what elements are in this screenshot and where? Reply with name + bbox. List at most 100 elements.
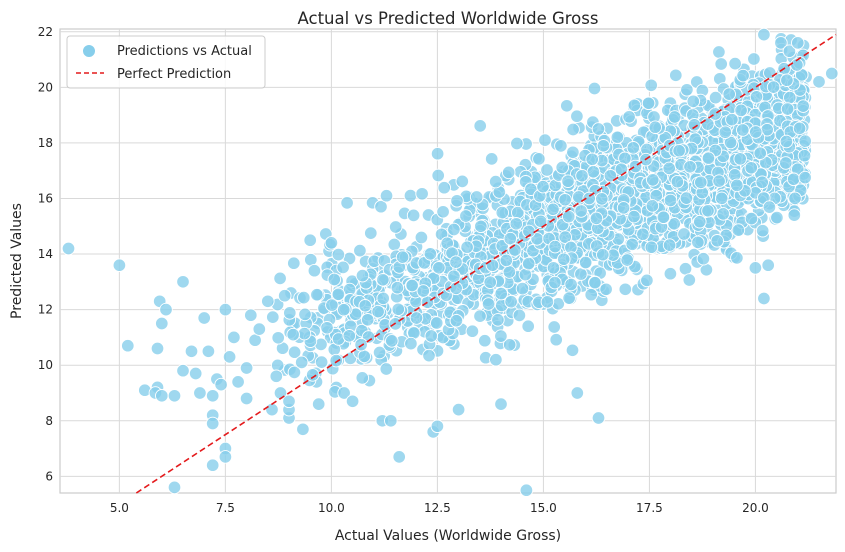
data-point	[691, 235, 705, 250]
data-point	[554, 139, 568, 153]
data-point	[450, 194, 464, 208]
data-point	[310, 287, 324, 302]
data-point	[112, 258, 127, 272]
data-point	[404, 336, 418, 351]
data-point	[678, 261, 693, 276]
data-point	[610, 130, 625, 145]
x-tick-label: 7.5	[216, 501, 235, 515]
legend-label-scatter: Predictions vs Actual	[117, 44, 252, 59]
y-tick-label: 18	[38, 136, 53, 150]
data-point	[432, 261, 446, 275]
data-point	[714, 191, 729, 206]
data-point	[627, 98, 642, 113]
x-tick-label: 17.5	[636, 501, 663, 515]
x-axis-label: Actual Values (Worldwide Gross)	[335, 528, 561, 544]
data-point	[546, 261, 561, 275]
data-point	[718, 125, 733, 139]
data-point	[686, 94, 701, 109]
legend-label-line: Perfect Prediction	[117, 67, 231, 82]
data-point	[503, 231, 518, 246]
data-point	[540, 163, 554, 177]
data-point	[379, 362, 394, 376]
data-point	[546, 202, 560, 217]
data-points	[61, 27, 839, 497]
data-point	[447, 222, 461, 237]
data-point	[307, 263, 322, 278]
data-point	[465, 324, 480, 338]
data-point	[167, 480, 182, 495]
data-point	[663, 193, 678, 208]
data-point	[176, 275, 190, 289]
data-point	[429, 316, 444, 330]
data-point	[588, 275, 602, 290]
data-point	[150, 341, 165, 356]
perfect-prediction-line	[135, 33, 837, 494]
data-point	[388, 220, 403, 234]
data-point	[218, 302, 233, 317]
data-point	[549, 332, 563, 347]
data-point	[791, 36, 805, 50]
data-point	[414, 230, 429, 245]
data-point	[502, 338, 517, 352]
data-point	[231, 375, 245, 389]
data-point	[725, 112, 739, 127]
data-point	[469, 190, 484, 204]
data-point	[345, 394, 360, 409]
perfect-prediction-line	[135, 33, 837, 494]
data-point	[532, 152, 546, 166]
data-point	[682, 273, 697, 287]
y-tick-label: 20	[38, 80, 53, 94]
data-point	[481, 297, 496, 311]
data-point	[509, 217, 524, 231]
data-point	[353, 243, 367, 258]
data-point	[415, 187, 429, 201]
data-point	[197, 311, 211, 325]
data-point	[176, 363, 190, 378]
data-point	[747, 52, 761, 66]
data-point	[494, 286, 508, 301]
y-tick-label: 6	[45, 469, 53, 483]
data-point	[625, 237, 639, 252]
data-point	[560, 99, 574, 113]
data-point	[780, 73, 794, 87]
data-point	[591, 411, 606, 425]
data-point	[488, 174, 503, 189]
data-point	[287, 365, 302, 380]
data-point	[603, 169, 618, 183]
data-point	[562, 291, 576, 305]
data-point	[797, 148, 812, 163]
data-point	[324, 236, 339, 250]
data-point	[744, 161, 759, 175]
data-point	[753, 146, 767, 160]
data-point	[354, 337, 368, 352]
data-point	[645, 199, 660, 213]
data-point	[244, 308, 258, 322]
data-point	[387, 237, 402, 252]
data-point	[499, 253, 514, 268]
data-point	[761, 258, 775, 272]
data-point	[303, 233, 317, 247]
data-point	[780, 102, 795, 116]
data-point	[265, 402, 279, 417]
data-point	[239, 391, 254, 406]
data-point	[584, 287, 598, 302]
data-point	[193, 386, 207, 400]
grid-lines	[60, 29, 836, 493]
data-point	[364, 226, 378, 240]
data-point	[561, 174, 575, 188]
data-point	[755, 175, 769, 189]
data-point	[227, 330, 241, 345]
data-point	[701, 151, 716, 165]
data-point	[696, 251, 711, 266]
data-point	[296, 422, 310, 437]
data-point	[294, 355, 309, 370]
data-point	[755, 223, 770, 238]
data-point	[663, 266, 678, 281]
data-point	[521, 256, 536, 271]
data-point	[494, 397, 508, 411]
data-point	[403, 188, 418, 203]
data-point	[423, 247, 438, 261]
data-point	[273, 271, 287, 286]
data-point	[586, 165, 601, 179]
data-point	[277, 288, 292, 303]
